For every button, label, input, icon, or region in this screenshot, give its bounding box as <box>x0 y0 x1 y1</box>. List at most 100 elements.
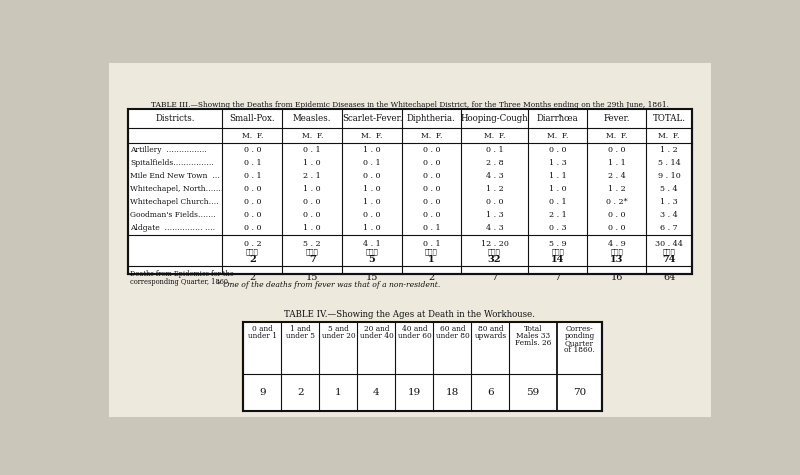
Text: 80 and: 80 and <box>478 325 503 333</box>
Text: 60 and: 60 and <box>440 325 466 333</box>
Text: 6 . 7: 6 . 7 <box>660 224 678 232</box>
Text: M.  F.: M. F. <box>242 132 263 140</box>
Text: Corres-: Corres- <box>566 325 594 333</box>
Text: upwards: upwards <box>474 332 506 340</box>
Text: Fever.: Fever. <box>603 114 630 123</box>
Bar <box>128 109 692 274</box>
Text: 19: 19 <box>408 388 421 397</box>
Text: ⌇⌇⌇: ⌇⌇⌇ <box>246 248 258 256</box>
Text: 0 . 0: 0 . 0 <box>422 185 440 193</box>
Text: 0 . 3: 0 . 3 <box>549 224 566 232</box>
Text: M.  F.: M. F. <box>421 132 442 140</box>
Text: 0 . 0: 0 . 0 <box>363 172 381 180</box>
Text: 2: 2 <box>297 388 304 397</box>
Text: 0 . 0: 0 . 0 <box>608 146 626 154</box>
Text: 2 . 1: 2 . 1 <box>549 211 566 219</box>
Text: 0 . 0: 0 . 0 <box>363 211 381 219</box>
Text: 20 and: 20 and <box>364 325 389 333</box>
Bar <box>243 322 602 411</box>
Text: 4 . 3: 4 . 3 <box>486 224 503 232</box>
Text: Diphtheria.: Diphtheria. <box>407 114 456 123</box>
Text: 16: 16 <box>610 274 622 283</box>
Text: 0 . 0: 0 . 0 <box>244 185 261 193</box>
Text: 0 . 0: 0 . 0 <box>303 211 321 219</box>
Text: Males 33: Males 33 <box>516 332 550 340</box>
Text: 0 . 0: 0 . 0 <box>303 198 321 206</box>
Text: 13: 13 <box>610 255 623 264</box>
Text: 0 . 1: 0 . 1 <box>422 240 440 248</box>
Text: ⌇⌇⌇: ⌇⌇⌇ <box>366 248 378 256</box>
Text: 15: 15 <box>366 274 378 283</box>
Text: 0 . 1: 0 . 1 <box>243 172 261 180</box>
Text: TOTAL.: TOTAL. <box>653 114 686 123</box>
Text: 0 . 0: 0 . 0 <box>422 172 440 180</box>
Text: 1 . 1: 1 . 1 <box>608 159 626 167</box>
Text: Total: Total <box>524 325 542 333</box>
Text: 3 . 4: 3 . 4 <box>660 211 678 219</box>
Text: 0 . 1: 0 . 1 <box>549 198 566 206</box>
Text: ⌇⌇⌇: ⌇⌇⌇ <box>551 248 564 256</box>
Text: 0 . 1: 0 . 1 <box>363 159 381 167</box>
Text: ⌇⌇⌇: ⌇⌇⌇ <box>488 248 501 256</box>
Text: 1 . 0: 1 . 0 <box>363 185 381 193</box>
Text: 0 . 0: 0 . 0 <box>244 211 261 219</box>
Text: 0 . 1: 0 . 1 <box>422 224 440 232</box>
Text: 2 . 1: 2 . 1 <box>303 172 321 180</box>
Text: 1 . 2: 1 . 2 <box>608 185 626 193</box>
Text: M.  F.: M. F. <box>658 132 680 140</box>
Text: 1: 1 <box>335 388 342 397</box>
Text: 0 . 1: 0 . 1 <box>243 159 261 167</box>
Text: Mile End New Town  …: Mile End New Town … <box>130 172 220 180</box>
Text: 7: 7 <box>554 274 561 283</box>
Text: 40 and: 40 and <box>402 325 427 333</box>
Text: 5 . 14: 5 . 14 <box>658 159 681 167</box>
Text: corresponding Quarter, 1860..: corresponding Quarter, 1860.. <box>130 278 233 286</box>
Text: 14: 14 <box>551 255 564 264</box>
Text: TABLE IV.—Showing the Ages at Death in the Workhouse.: TABLE IV.—Showing the Ages at Death in t… <box>285 311 535 320</box>
Text: TABLE III.—Showing the Deaths from Epidemic Diseases in the Whitechapel District: TABLE III.—Showing the Deaths from Epide… <box>151 101 669 109</box>
Text: 18: 18 <box>446 388 459 397</box>
Text: 0 . 0: 0 . 0 <box>244 224 261 232</box>
Text: 1 . 0: 1 . 0 <box>303 185 321 193</box>
Text: Diarrħœa: Diarrħœa <box>537 114 578 123</box>
Text: M.  F.: M. F. <box>302 132 323 140</box>
Text: 1 . 2: 1 . 2 <box>660 146 678 154</box>
Text: 12 . 20: 12 . 20 <box>481 240 509 248</box>
Text: Spitalfields…………….: Spitalfields……………. <box>130 159 214 167</box>
Text: 1: 1 <box>428 255 434 264</box>
Text: 9: 9 <box>259 388 266 397</box>
Text: 1 . 0: 1 . 0 <box>303 224 321 232</box>
FancyBboxPatch shape <box>110 63 710 417</box>
Text: M.  F.: M. F. <box>606 132 627 140</box>
Text: ⌇⌇⌇: ⌇⌇⌇ <box>425 248 438 256</box>
Text: under 1: under 1 <box>248 332 277 340</box>
Text: 0 . 2: 0 . 2 <box>243 240 261 248</box>
Text: 1 . 2: 1 . 2 <box>486 185 503 193</box>
Text: * One of the deaths from fever was that of a non-resident.: * One of the deaths from fever was that … <box>217 281 440 289</box>
Text: ⌇⌇⌇: ⌇⌇⌇ <box>306 248 318 256</box>
Text: Scarlet-Fever.: Scarlet-Fever. <box>342 114 402 123</box>
Text: Femls. 26: Femls. 26 <box>515 339 551 347</box>
Text: 0 . 0: 0 . 0 <box>422 211 440 219</box>
Text: 7: 7 <box>309 255 315 264</box>
Text: 0 . 0: 0 . 0 <box>244 198 261 206</box>
Text: Artillery  …………….: Artillery ……………. <box>130 146 207 154</box>
Text: 4 . 3: 4 . 3 <box>486 172 503 180</box>
Text: M.  F.: M. F. <box>484 132 505 140</box>
Text: 2: 2 <box>250 274 255 283</box>
Text: 1 . 0: 1 . 0 <box>549 185 566 193</box>
Text: 1 . 0: 1 . 0 <box>363 146 381 154</box>
Text: M.  F.: M. F. <box>362 132 382 140</box>
Text: under 40: under 40 <box>359 332 394 340</box>
Text: 0 . 0: 0 . 0 <box>244 146 261 154</box>
Text: Whitechapel Church….: Whitechapel Church…. <box>130 198 219 206</box>
Text: of 1860.: of 1860. <box>564 346 595 354</box>
Text: 0 . 0: 0 . 0 <box>486 198 503 206</box>
Text: 0 . 0: 0 . 0 <box>608 211 626 219</box>
Text: 0 . 0: 0 . 0 <box>422 198 440 206</box>
Text: 64: 64 <box>663 274 675 283</box>
Text: 2 . 8: 2 . 8 <box>486 159 503 167</box>
Text: 5: 5 <box>369 255 375 264</box>
Text: 70: 70 <box>573 388 586 397</box>
Text: 1 and: 1 and <box>290 325 311 333</box>
